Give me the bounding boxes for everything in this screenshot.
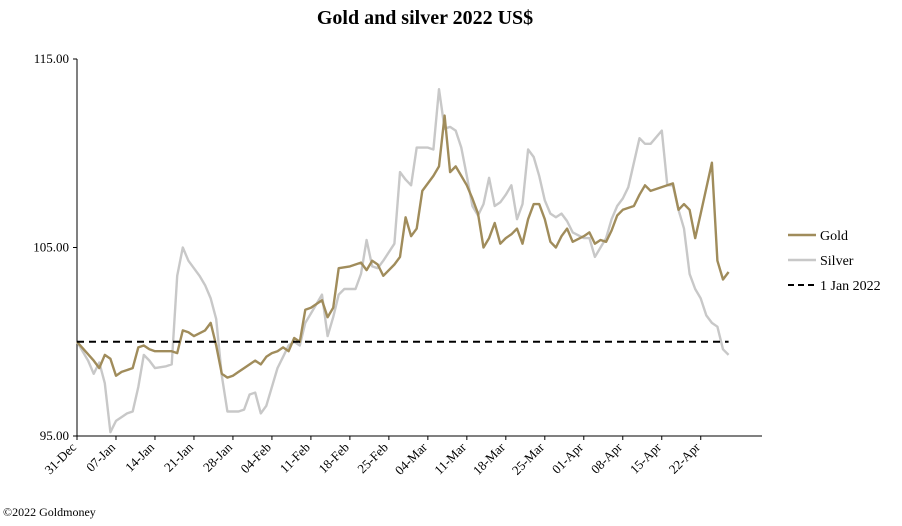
chart-title: Gold and silver 2022 US$ <box>317 7 533 29</box>
x-tick-label: 11-Mar <box>431 439 469 477</box>
legend-label: 1 Jan 2022 <box>820 279 881 294</box>
series-line-gold <box>76 114 730 379</box>
copyright-text: ©2022 Goldmoney <box>3 505 96 519</box>
x-tick-label: 11-Feb <box>277 440 313 476</box>
x-tick-label: 04-Mar <box>392 439 431 478</box>
x-tick-label: 01-Apr <box>549 439 587 477</box>
x-tick-label: 07-Jan <box>83 439 118 474</box>
x-tick-label: 08-Apr <box>588 439 626 477</box>
x-tick-label: 18-Feb <box>315 440 352 477</box>
legend-label: Silver <box>820 254 854 269</box>
axes: 95.00 105.00 115.00 31-Dec 07-Jan 14-Jan 21-Ja… <box>33 51 762 478</box>
legend: Gold Silver 1 Jan 2022 <box>788 229 881 294</box>
x-tick-label: 15-Apr <box>627 439 665 477</box>
y-tick-label: 115.00 <box>34 51 69 66</box>
x-tick-label: 31-Dec <box>41 439 79 477</box>
x-tick-label: 25-Feb <box>354 440 391 477</box>
x-tick-label: 21-Jan <box>161 439 196 474</box>
y-tick-label: 105.00 <box>33 240 69 255</box>
x-tick-label: 04-Feb <box>237 440 274 477</box>
x-tick-label: 28-Jan <box>200 439 235 474</box>
x-tick-label: 25-Mar <box>509 439 548 478</box>
x-tick-label: 18-Mar <box>470 439 509 478</box>
x-tick-label: 14-Jan <box>122 439 157 474</box>
series-line-silver <box>75 88 730 434</box>
x-tick-label: 22-Apr <box>666 439 704 477</box>
legend-label: Gold <box>820 229 848 244</box>
series-layer <box>75 88 730 434</box>
y-tick-label: 95.00 <box>40 428 69 443</box>
